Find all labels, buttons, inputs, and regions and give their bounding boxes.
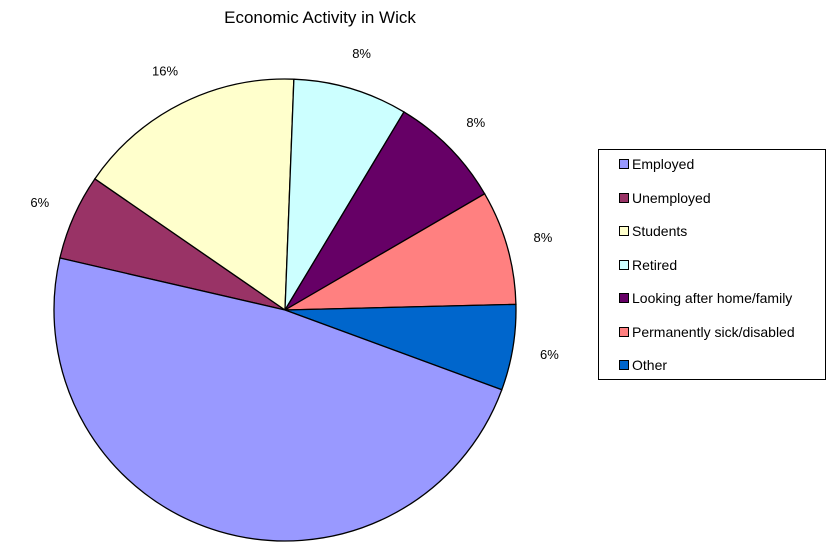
- legend-label: Permanently sick/disabled: [632, 323, 795, 340]
- legend-item-unemployed: Unemployed: [619, 188, 711, 208]
- data-label-looking-after-home-family: 8%: [466, 115, 485, 130]
- chart-title: Economic Activity in Wick: [224, 8, 416, 27]
- pie-slice-looking-after-home-family: [284, 111, 486, 311]
- legend-label: Employed: [632, 156, 695, 172]
- legend-swatch: [619, 159, 629, 169]
- legend-swatch: [619, 360, 629, 370]
- legend-swatch: [619, 293, 629, 303]
- pie-slice-retired: [284, 78, 405, 311]
- legend-label: Retired: [632, 256, 678, 273]
- pie-slice-permanently-sick-disabled: [284, 192, 517, 311]
- legend-swatch: [619, 192, 629, 203]
- data-label-unemployed: 6%: [30, 195, 49, 210]
- legend-item-retired: Retired: [619, 255, 677, 275]
- legend-item-students: Students: [619, 221, 687, 241]
- pie-slice-students: [93, 78, 295, 312]
- data-label-students: 16%: [152, 63, 178, 78]
- data-label-permanently-sick-disabled: 8%: [534, 230, 553, 245]
- legend-swatch: [619, 226, 629, 236]
- legend-label: Students: [632, 223, 688, 239]
- legend-item-permanently-sick-disabled: Permanently sick/disabled: [619, 322, 795, 342]
- legend-label: Other: [632, 357, 668, 373]
- chart-legend: Employed Unemployed Students Retired Looking…: [598, 149, 826, 380]
- legend-item-other: Other: [619, 355, 667, 375]
- legend-label: Looking after home/family: [632, 290, 793, 306]
- legend-item-looking-after-home-family: Looking after home/family: [619, 288, 792, 308]
- legend-swatch: [619, 326, 629, 337]
- legend-item-employed: Employed: [619, 154, 694, 174]
- legend-label: Unemployed: [632, 189, 711, 206]
- legend-swatch: [619, 259, 629, 270]
- data-label-retired: 8%: [352, 46, 371, 61]
- data-label-other: 6%: [540, 347, 559, 362]
- pie-slice-employed: [53, 257, 503, 542]
